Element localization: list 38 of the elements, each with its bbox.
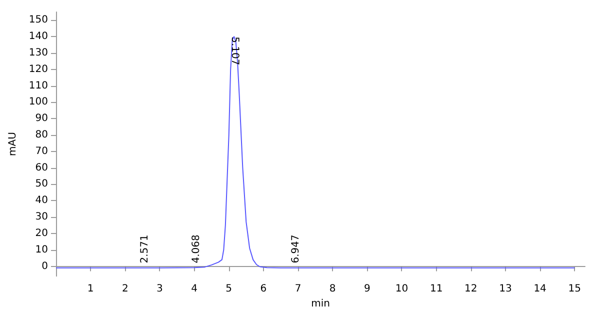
y-tick-label: 150: [28, 14, 48, 26]
x-tick-label: 12: [464, 284, 478, 295]
x-tick-label: 8: [329, 284, 336, 295]
y-tick-label: 120: [28, 64, 48, 75]
x-tick-label: 15: [568, 284, 581, 295]
annotation: 5.107: [229, 36, 240, 66]
x-tick-label: 2: [122, 284, 128, 295]
y-tick-label: 30: [35, 212, 48, 223]
y-tick-label: 40: [35, 195, 48, 206]
y-tick-label: 20: [35, 228, 48, 239]
x-tick-label: 13: [499, 284, 512, 295]
y-axis-title: mAU: [8, 132, 18, 156]
x-tick-label: 9: [364, 284, 370, 295]
y-tick-label: 130: [28, 48, 48, 59]
y-tick-label: 140: [28, 31, 48, 42]
y-tick-label: 70: [35, 146, 48, 157]
x-tick-label: 5: [226, 284, 232, 295]
annotation: 6.947: [290, 234, 302, 264]
y-tick-label: 0: [42, 260, 48, 272]
x-tick-label: 14: [534, 284, 546, 295]
y-tick-label: 60: [35, 162, 48, 174]
annotation: 4.068: [191, 234, 202, 264]
line-series: [55, 36, 576, 268]
x-tick-label: 6: [260, 284, 267, 295]
x-tick-label: 1: [87, 284, 94, 295]
x-tick-label: 11: [430, 284, 443, 295]
y-tick-label: 100: [28, 96, 48, 108]
x-tick-label: 3: [156, 284, 163, 295]
y-tick-label: 10: [35, 244, 48, 256]
annotation: 2.571: [139, 234, 150, 264]
x-tick-label: 10: [395, 284, 408, 295]
y-tick-label: 80: [35, 130, 48, 141]
y-tick-label: 50: [35, 178, 48, 190]
x-tick-label: 7: [294, 284, 302, 295]
x-axis-title: min: [311, 298, 330, 310]
y-tick-label: 110: [28, 80, 48, 92]
x-tick-label: 4: [191, 284, 198, 295]
y-tick-label: 90: [35, 113, 48, 124]
